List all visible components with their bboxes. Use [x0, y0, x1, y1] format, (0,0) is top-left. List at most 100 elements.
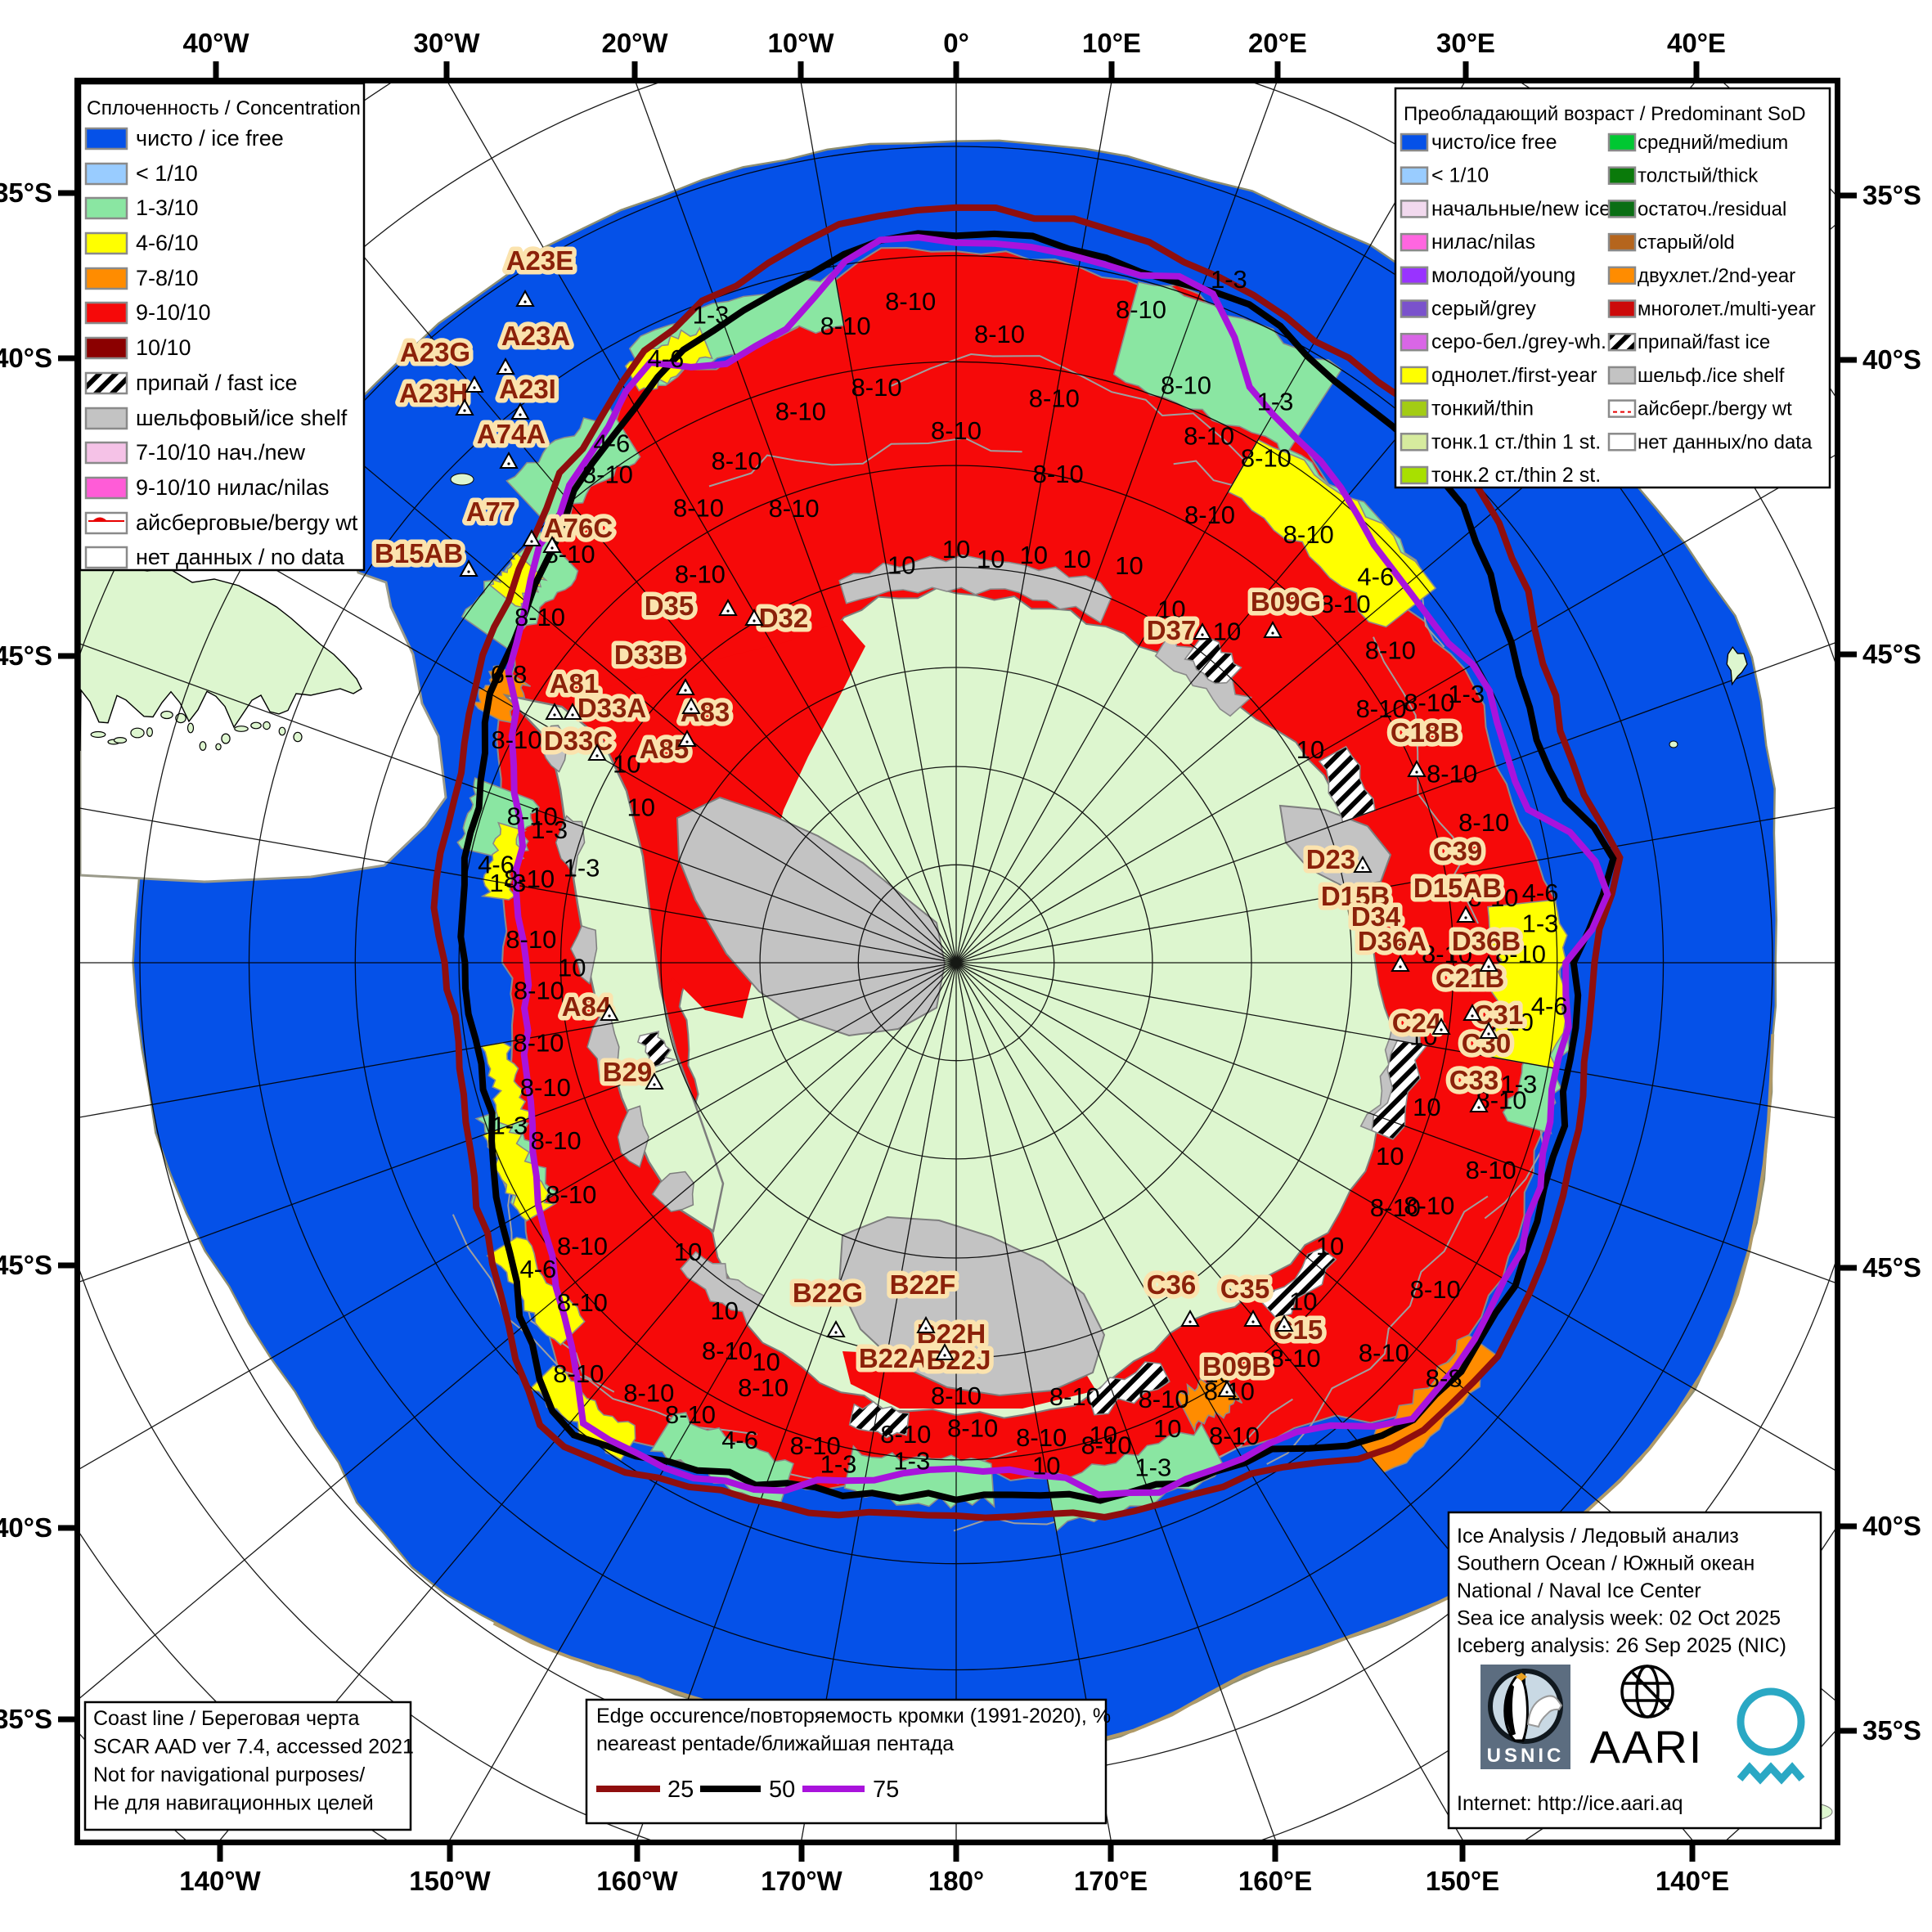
svg-text:тонк.2 ст./thin 2 st.: тонк.2 ст./thin 2 st.: [1431, 464, 1601, 487]
svg-text:8-10: 8-10: [702, 1337, 753, 1365]
svg-text:8-10: 8-10: [520, 1073, 571, 1102]
svg-text:50: 50: [769, 1777, 795, 1803]
svg-text:8-10: 8-10: [1404, 1192, 1454, 1220]
svg-text:8-10: 8-10: [1184, 501, 1235, 529]
svg-text:8-10: 8-10: [738, 1373, 789, 1402]
svg-text:Not for navigational purposes/: Not for navigational purposes/: [93, 1764, 365, 1786]
svg-text:айсберговые/bergy wt: айсберговые/bergy wt: [136, 510, 358, 535]
svg-text:D15B: D15B: [1321, 881, 1390, 911]
svg-text:10: 10: [1289, 1287, 1317, 1315]
svg-text:B22A: B22A: [859, 1343, 928, 1373]
svg-text:35°S: 35°S: [0, 177, 52, 208]
svg-text:чисто/ice free: чисто/ice free: [1431, 131, 1557, 154]
svg-text:8-10: 8-10: [1283, 520, 1334, 549]
svg-text:20°E: 20°E: [1248, 28, 1307, 58]
svg-text:180°: 180°: [928, 1866, 984, 1896]
svg-text:1-3: 1-3: [820, 1450, 857, 1479]
svg-text:150°W: 150°W: [409, 1866, 491, 1896]
svg-text:8-10: 8-10: [1161, 371, 1211, 400]
svg-text:10: 10: [1213, 618, 1241, 646]
svg-text:C35: C35: [1220, 1274, 1270, 1304]
svg-text:8-10: 8-10: [531, 1126, 582, 1155]
svg-text:35°S: 35°S: [0, 1704, 52, 1734]
svg-text:170°E: 170°E: [1074, 1866, 1148, 1896]
svg-text:C15: C15: [1274, 1314, 1323, 1345]
svg-text:10: 10: [1153, 1414, 1181, 1443]
svg-text:10: 10: [1115, 551, 1143, 580]
svg-text:8-10: 8-10: [1033, 460, 1084, 488]
svg-text:D32: D32: [759, 603, 809, 633]
svg-text:C18B: C18B: [1391, 717, 1459, 748]
svg-text:1-3: 1-3: [564, 853, 600, 882]
svg-text:8-10: 8-10: [1466, 1156, 1516, 1184]
svg-text:8-10: 8-10: [505, 925, 556, 954]
svg-text:C39: C39: [1433, 836, 1483, 866]
svg-text:многолет./multi-year: многолет./multi-year: [1638, 299, 1816, 321]
svg-text:< 1/10: < 1/10: [1431, 164, 1489, 187]
svg-text:140°W: 140°W: [179, 1866, 261, 1896]
svg-text:A23A: A23A: [501, 321, 570, 351]
svg-text:10: 10: [613, 750, 640, 779]
svg-text:нет данных / no data: нет данных / no data: [136, 545, 345, 569]
svg-text:10: 10: [1296, 735, 1324, 764]
svg-text:Преобладающий возраст / Predom: Преобладающий возраст / Predominant SoD: [1404, 103, 1806, 125]
svg-text:neareast pentade/ближайшая пен: neareast pentade/ближайшая пентада: [596, 1732, 954, 1755]
svg-text:10: 10: [1316, 1232, 1344, 1260]
svg-text:170°W: 170°W: [761, 1866, 842, 1896]
svg-text:20°W: 20°W: [601, 28, 668, 58]
svg-text:8-10: 8-10: [514, 977, 564, 1005]
svg-text:10: 10: [627, 793, 655, 821]
svg-text:140°E: 140°E: [1656, 1866, 1729, 1896]
svg-text:A23I: A23I: [499, 374, 556, 404]
svg-text:C31: C31: [1474, 1000, 1524, 1030]
svg-text:остаточ./residual: остаточ./residual: [1638, 198, 1786, 220]
svg-text:8-10: 8-10: [1081, 1431, 1132, 1460]
svg-text:4-6: 4-6: [519, 1255, 556, 1283]
svg-text:1-3: 1-3: [489, 869, 526, 897]
svg-text:начальные/new ice: начальные/new ice: [1431, 197, 1611, 220]
svg-text:National / Naval Ice Center: National / Naval Ice Center: [1457, 1579, 1701, 1602]
svg-text:4-6: 4-6: [1357, 562, 1394, 591]
svg-text:8-10: 8-10: [1365, 636, 1416, 664]
svg-text:8-10: 8-10: [820, 312, 871, 340]
svg-text:Internet: http://ice.aari.aq: Internet: http://ice.aari.aq: [1457, 1792, 1683, 1815]
svg-text:1-3: 1-3: [1134, 1453, 1171, 1481]
svg-text:припай / fast ice: припай / fast ice: [136, 371, 297, 395]
svg-text:A85: A85: [640, 734, 690, 764]
svg-text:45°S: 45°S: [1862, 639, 1921, 669]
svg-text:C24: C24: [1392, 1008, 1442, 1038]
svg-text:10: 10: [977, 545, 1004, 573]
svg-text:молодой/young: молодой/young: [1431, 264, 1575, 287]
svg-text:8-10: 8-10: [1427, 759, 1477, 788]
svg-text:10: 10: [1020, 541, 1048, 569]
svg-text:8-10: 8-10: [504, 865, 555, 893]
svg-text:D33A: D33A: [577, 693, 646, 723]
svg-text:25: 25: [667, 1777, 694, 1803]
svg-text:40°S: 40°S: [0, 343, 52, 373]
svg-text:8-10: 8-10: [947, 1414, 998, 1443]
svg-text:160°W: 160°W: [596, 1866, 678, 1896]
svg-text:серо-бел./grey-wh.: серо-бел./grey-wh.: [1431, 330, 1606, 353]
svg-text:8-10: 8-10: [1404, 689, 1454, 717]
svg-text:8-8: 8-8: [1426, 1364, 1462, 1392]
svg-text:8-10: 8-10: [712, 447, 762, 475]
svg-text:AARI: AARI: [1590, 1721, 1704, 1772]
svg-text:8-10: 8-10: [880, 1420, 931, 1449]
svg-text:8-10: 8-10: [1410, 1275, 1461, 1304]
svg-text:A81: A81: [550, 668, 600, 699]
svg-text:припай/fast ice: припай/fast ice: [1638, 331, 1770, 353]
svg-text:8-10: 8-10: [1116, 295, 1166, 324]
svg-text:75: 75: [873, 1777, 899, 1803]
svg-text:4-6: 4-6: [593, 429, 630, 458]
svg-text:B09B: B09B: [1202, 1351, 1271, 1382]
svg-text:9-10/10 нилас/nilas: 9-10/10 нилас/nilas: [136, 475, 329, 500]
svg-text:1-3: 1-3: [1211, 265, 1247, 294]
svg-text:0°: 0°: [943, 28, 969, 58]
svg-text:1-3: 1-3: [1500, 1070, 1537, 1099]
svg-text:4-6: 4-6: [1531, 991, 1568, 1020]
svg-text:8-10: 8-10: [1370, 1193, 1421, 1222]
svg-text:40°E: 40°E: [1667, 28, 1726, 58]
svg-text:7-8/10: 7-8/10: [136, 266, 199, 290]
svg-text:10: 10: [1409, 1022, 1437, 1051]
svg-text:8-10: 8-10: [514, 603, 565, 631]
